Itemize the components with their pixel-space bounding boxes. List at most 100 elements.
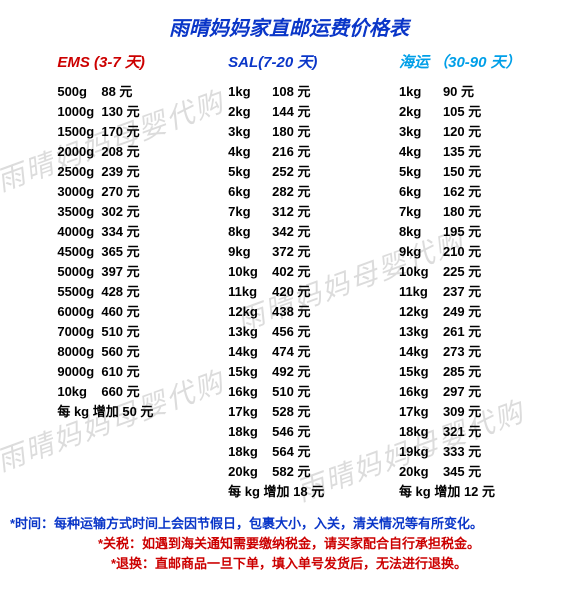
price-cell: 285 元 <box>443 362 481 382</box>
price-row: 7kg312 元 <box>228 202 324 222</box>
price-row: 4000g334 元 <box>57 222 153 242</box>
weight-cell: 6kg <box>228 182 272 202</box>
price-cell: 312 元 <box>272 202 310 222</box>
column-header: EMS (3-7 天) <box>57 51 153 72</box>
price-row: 8000g560 元 <box>57 342 153 362</box>
price-cell: 492 元 <box>272 362 310 382</box>
weight-cell: 8000g <box>57 342 101 362</box>
weight-cell: 16kg <box>399 382 443 402</box>
price-row: 5kg150 元 <box>399 162 521 182</box>
price-cell: 334 元 <box>101 222 139 242</box>
weight-cell: 18kg <box>228 442 272 462</box>
weight-cell: 6000g <box>57 302 101 322</box>
price-cell: 90 元 <box>443 82 474 102</box>
weight-cell: 17kg <box>399 402 443 422</box>
column-extra: 每 kg 增加 50 元 <box>57 402 153 422</box>
weight-cell: 4kg <box>399 142 443 162</box>
price-cell: 282 元 <box>272 182 310 202</box>
price-cell: 546 元 <box>272 422 310 442</box>
weight-cell: 500g <box>57 82 101 102</box>
price-cell: 397 元 <box>101 262 139 282</box>
price-cell: 216 元 <box>272 142 310 162</box>
weight-cell: 15kg <box>399 362 443 382</box>
weight-cell: 12kg <box>228 302 272 322</box>
weight-cell: 12kg <box>399 302 443 322</box>
weight-cell: 1500g <box>57 122 101 142</box>
price-cell: 402 元 <box>272 262 310 282</box>
weight-cell: 9000g <box>57 362 101 382</box>
price-cell: 239 元 <box>101 162 139 182</box>
price-cell: 297 元 <box>443 382 481 402</box>
price-cell: 225 元 <box>443 262 481 282</box>
price-cell: 270 元 <box>101 182 139 202</box>
price-row: 2kg105 元 <box>399 102 521 122</box>
price-row: 9kg210 元 <box>399 242 521 262</box>
price-cell: 208 元 <box>101 142 139 162</box>
price-cell: 210 元 <box>443 242 481 262</box>
price-row: 17kg528 元 <box>228 402 324 422</box>
price-row: 11kg420 元 <box>228 282 324 302</box>
price-cell: 170 元 <box>101 122 139 142</box>
price-cell: 88 元 <box>101 82 132 102</box>
weight-cell: 1kg <box>228 82 272 102</box>
price-cell: 333 元 <box>443 442 481 462</box>
column-extra: 每 kg 增加 18 元 <box>228 482 324 502</box>
price-cell: 528 元 <box>272 402 310 422</box>
price-row: 15kg492 元 <box>228 362 324 382</box>
weight-cell: 5500g <box>57 282 101 302</box>
price-row: 20kg345 元 <box>399 462 521 482</box>
price-row: 13kg456 元 <box>228 322 324 342</box>
weight-cell: 10kg <box>399 262 443 282</box>
price-column: 海运 （30-90 天）1kg90 元2kg105 元3kg120 元4kg13… <box>399 51 521 502</box>
price-row: 18kg564 元 <box>228 442 324 462</box>
weight-cell: 2kg <box>228 102 272 122</box>
weight-cell: 7kg <box>399 202 443 222</box>
price-row: 16kg510 元 <box>228 382 324 402</box>
weight-cell: 8kg <box>228 222 272 242</box>
note-time: *时间：每种运输方式时间上会因节假日，包裹大小，入关，清关情况等有所变化。 <box>10 514 568 534</box>
price-cell: 195 元 <box>443 222 481 242</box>
weight-cell: 7kg <box>228 202 272 222</box>
price-row: 1kg108 元 <box>228 82 324 102</box>
weight-cell: 11kg <box>399 282 443 302</box>
weight-cell: 3500g <box>57 202 101 222</box>
price-row: 10kg225 元 <box>399 262 521 282</box>
price-cell: 456 元 <box>272 322 310 342</box>
price-cell: 105 元 <box>443 102 481 122</box>
price-row: 14kg273 元 <box>399 342 521 362</box>
price-row: 10kg660 元 <box>57 382 153 402</box>
price-cell: 560 元 <box>101 342 139 362</box>
price-cell: 510 元 <box>272 382 310 402</box>
price-cell: 428 元 <box>101 282 139 302</box>
price-column: SAL(7-20 天)1kg108 元2kg144 元3kg180 元4kg21… <box>228 51 324 502</box>
weight-cell: 2000g <box>57 142 101 162</box>
price-row: 3500g302 元 <box>57 202 153 222</box>
price-row: 5000g397 元 <box>57 262 153 282</box>
weight-cell: 9kg <box>399 242 443 262</box>
weight-cell: 5kg <box>228 162 272 182</box>
price-cell: 237 元 <box>443 282 481 302</box>
column-header: 海运 （30-90 天） <box>399 51 521 72</box>
price-row: 20kg582 元 <box>228 462 324 482</box>
price-row: 9kg372 元 <box>228 242 324 262</box>
note-tax: *关税：如遇到海关通知需要缴纳税金，请买家配合自行承担税金。 <box>10 534 568 554</box>
weight-cell: 11kg <box>228 282 272 302</box>
note-return: *退换：直邮商品一旦下单，填入单号发货后，无法进行退换。 <box>10 554 568 574</box>
column-extra: 每 kg 增加 12 元 <box>399 482 521 502</box>
price-cell: 372 元 <box>272 242 310 262</box>
price-cell: 345 元 <box>443 462 481 482</box>
weight-cell: 20kg <box>399 462 443 482</box>
weight-cell: 13kg <box>399 322 443 342</box>
weight-cell: 3000g <box>57 182 101 202</box>
weight-cell: 16kg <box>228 382 272 402</box>
weight-cell: 17kg <box>228 402 272 422</box>
price-row: 5500g428 元 <box>57 282 153 302</box>
price-row: 11kg237 元 <box>399 282 521 302</box>
price-row: 8kg342 元 <box>228 222 324 242</box>
price-cell: 302 元 <box>101 202 139 222</box>
price-cell: 120 元 <box>443 122 481 142</box>
price-cell: 180 元 <box>443 202 481 222</box>
price-row: 4500g365 元 <box>57 242 153 262</box>
price-cell: 564 元 <box>272 442 310 462</box>
weight-cell: 2500g <box>57 162 101 182</box>
